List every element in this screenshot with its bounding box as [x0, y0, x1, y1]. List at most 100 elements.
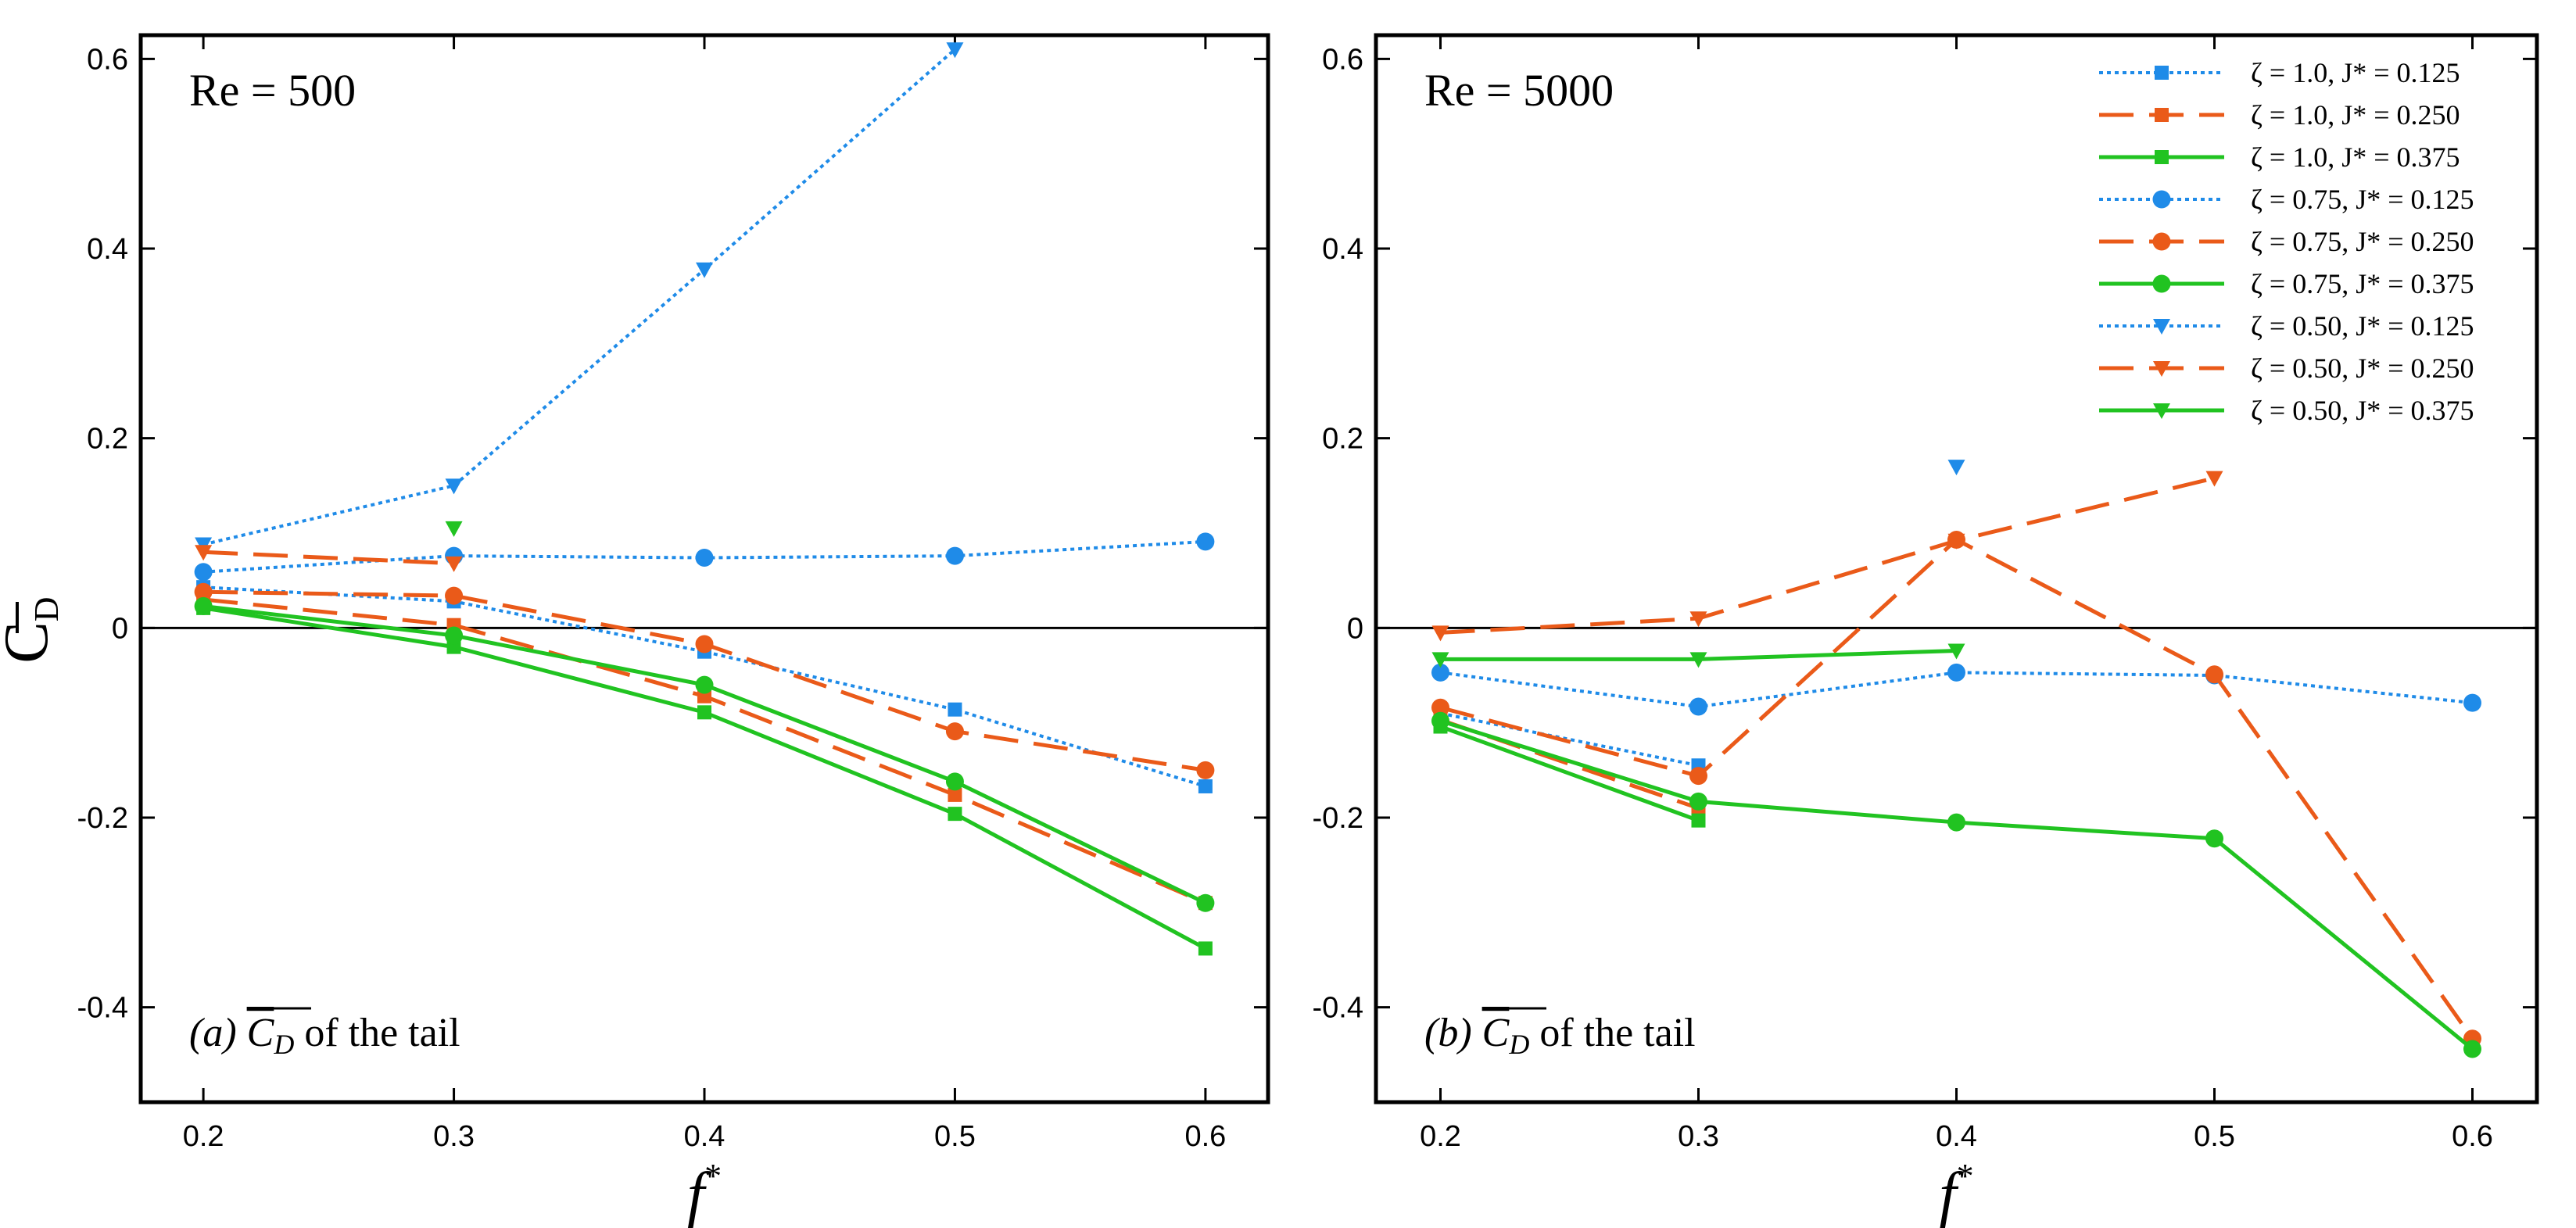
data-point	[695, 635, 714, 653]
legend-label: ζ = 0.50, J* = 0.250	[2251, 353, 2474, 384]
data-point	[1431, 711, 1449, 730]
data-point	[948, 787, 962, 802]
y-tick-label: 0.6	[87, 43, 128, 76]
caption-text: of the tail	[294, 1011, 460, 1055]
data-point	[697, 705, 711, 720]
data-point	[445, 478, 463, 495]
data-point	[1689, 611, 1707, 628]
data-point	[948, 807, 962, 822]
x-axis-superscript: *	[704, 1157, 722, 1195]
data-point	[1196, 893, 1215, 912]
data-point	[2205, 829, 2223, 848]
x-axis-superscript: *	[1957, 1157, 1974, 1195]
y-tick-label: 0.4	[87, 233, 128, 266]
legend-marker	[2152, 274, 2171, 293]
data-point	[1947, 533, 1965, 550]
legend-marker	[2155, 66, 2169, 80]
data-point	[1196, 761, 1215, 779]
series-9	[1431, 643, 1965, 668]
data-point	[445, 626, 464, 645]
data-point	[1689, 767, 1707, 786]
data-point	[695, 675, 714, 694]
series-group	[1431, 460, 2481, 1058]
series-6	[194, 596, 1215, 912]
legend-label: ζ = 0.50, J* = 0.125	[2251, 310, 2474, 342]
y-tick-label: 0.4	[1322, 233, 1363, 266]
x-tick-label: 0.5	[2194, 1120, 2235, 1153]
data-point	[2463, 693, 2481, 712]
legend-label: ζ = 0.75, J* = 0.375	[2251, 268, 2474, 299]
x-tick-label: 0.6	[1184, 1120, 1226, 1153]
y-tick-label: -0.2	[1313, 802, 1363, 835]
caption-subscript: D	[273, 1029, 294, 1060]
data-point	[1691, 813, 1706, 828]
data-point	[195, 545, 213, 561]
data-point	[696, 262, 713, 278]
x-tick-label: 0.6	[2452, 1120, 2493, 1153]
y-tick-label: 0	[1347, 612, 1363, 645]
series-line	[1439, 537, 2474, 1040]
caption-subscript: D	[1508, 1029, 1529, 1060]
series-2	[1433, 713, 1706, 815]
series-line	[1440, 671, 2473, 709]
y-tick-label: 0.6	[1322, 43, 1363, 76]
plot-frame	[1374, 33, 2539, 1104]
legend: ζ = 1.0, J* = 0.125 ζ = 1.0, J* = 0.250 ζ …	[2099, 57, 2474, 426]
series-line	[202, 48, 956, 546]
data-point	[1431, 663, 1449, 682]
caption-label: (b)	[1424, 1011, 1482, 1055]
data-point	[1947, 460, 1965, 476]
panel-b: 0.2 0.3 0.4 0.5 0.6 -0.4 -0.2 0 0.2 0.4 0.6 Re = 50…	[1313, 33, 2539, 1228]
data-point	[948, 702, 962, 717]
x-tick-label: 0.4	[684, 1120, 726, 1153]
y-axis-symbol: C	[0, 621, 61, 663]
legend-item: ζ = 0.75, J* = 0.125	[2099, 184, 2474, 215]
data-point	[945, 722, 964, 741]
series-7	[1947, 460, 1965, 476]
panel-a: 0.2 0.3 0.4 0.5 0.6 -0.4 -0.2 0 0.2 0.4 0.6 Re = 50…	[0, 33, 1270, 1228]
legend-label: ζ = 1.0, J* = 0.375	[2251, 141, 2460, 173]
caption-label: (a)	[189, 1011, 247, 1055]
legend-label: ζ = 1.0, J* = 0.125	[2251, 57, 2460, 88]
series-3	[196, 600, 1213, 956]
y-tick-label: 0	[112, 612, 128, 645]
legend-marker	[2153, 319, 2170, 335]
legend-marker	[2152, 232, 2171, 251]
data-point	[945, 772, 964, 791]
legend-item: ζ = 1.0, J* = 0.125	[2099, 57, 2460, 88]
data-point	[695, 549, 714, 567]
data-point	[445, 556, 463, 572]
x-axis-title: f*	[687, 1157, 722, 1228]
data-point	[1689, 697, 1707, 716]
data-point	[945, 546, 964, 565]
data-point	[445, 586, 464, 605]
x-tick-label: 0.4	[1936, 1120, 1977, 1153]
legend-label: ζ = 0.75, J* = 0.250	[2251, 226, 2474, 257]
x-tick-label: 0.3	[1678, 1120, 1719, 1153]
series-8	[1431, 471, 2223, 642]
data-point	[1431, 698, 1449, 717]
data-point	[194, 596, 213, 615]
data-point	[2205, 665, 2223, 684]
series-7	[195, 42, 964, 553]
data-point	[2463, 1040, 2481, 1058]
data-point	[1198, 941, 1213, 956]
series-line	[1439, 725, 1700, 822]
y-tick-label: 0.2	[1322, 423, 1363, 456]
caption-symbol: C	[1482, 1011, 1510, 1055]
series-3	[1433, 719, 1706, 828]
legend-marker	[2155, 150, 2169, 164]
legend-marker	[2155, 108, 2169, 122]
series-line	[202, 606, 1207, 951]
data-point	[2205, 471, 2223, 487]
legend-item: ζ = 0.50, J* = 0.375	[2099, 395, 2474, 426]
series-line	[1440, 476, 2216, 635]
legend-label: ζ = 1.0, J* = 0.250	[2251, 99, 2460, 131]
legend-item: ζ = 1.0, J* = 0.375	[2099, 141, 2460, 173]
y-tick-label: -0.4	[1313, 992, 1363, 1025]
series-5	[1431, 530, 2481, 1048]
panel-title: Re = 500	[189, 65, 356, 116]
caption-text: of the tail	[1529, 1011, 1695, 1055]
data-point	[1947, 643, 1965, 660]
